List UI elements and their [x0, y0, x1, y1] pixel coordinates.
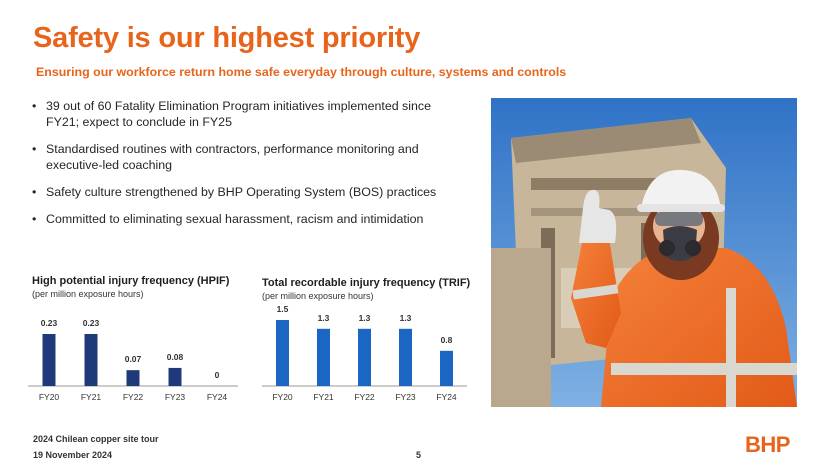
- bhp-logo: BHP: [745, 432, 790, 457]
- chart-category-label: FY24: [207, 392, 228, 402]
- chart-bar: [168, 367, 182, 386]
- chart-category-label: FY21: [313, 392, 334, 402]
- bullet-list: 39 out of 60 Fatality Elimination Progra…: [32, 98, 462, 238]
- page-number: 5: [416, 450, 422, 460]
- chart-value-label: 0.8: [441, 335, 453, 345]
- bullet-item: Committed to eliminating sexual harassme…: [32, 211, 462, 227]
- bullet-item: 39 out of 60 Fatality Elimination Progra…: [32, 98, 462, 130]
- chart-value-label: 0: [215, 370, 220, 380]
- chart-bar: [317, 328, 330, 386]
- chart-bar: [84, 334, 98, 386]
- chart-bar: [126, 370, 140, 386]
- page-subtitle: Ensuring our workforce return home safe …: [36, 65, 567, 79]
- footer-date: 19 November 2024: [33, 450, 113, 460]
- chart-value-label: 0.23: [41, 318, 58, 328]
- chart-category-label: FY22: [354, 392, 375, 402]
- chart-category-label: FY20: [272, 392, 293, 402]
- chart-category-label: FY22: [123, 392, 144, 402]
- chart-bar: [358, 328, 371, 386]
- chart-value-label: 0.08: [167, 352, 184, 362]
- chart-bar: [276, 320, 289, 386]
- hpif-chart-subtitle: (per million exposure hours): [32, 289, 144, 299]
- chart-category-label: FY20: [39, 392, 60, 402]
- chart-category-label: FY24: [436, 392, 457, 402]
- chart-bar: [440, 350, 453, 386]
- trif-chart-title: Total recordable injury frequency (TRIF): [262, 277, 471, 289]
- chart-bar: [42, 334, 56, 386]
- footer-event: 2024 Chilean copper site tour: [33, 434, 159, 444]
- worker-thumbs-up-photo: [491, 98, 797, 407]
- chart-bar: [399, 328, 412, 386]
- chart-value-label: 1.5: [277, 304, 289, 314]
- chart-value-label: 0.07: [125, 354, 142, 364]
- injury-frequency-charts: 0.23 FY20 0.23 FY21 0.07 FY22 0.08 FY23 0 FY24 1.5…: [28, 304, 467, 402]
- chart-category-label: FY23: [395, 392, 416, 402]
- chart-value-label: 1.3: [318, 313, 330, 323]
- bullet-item: Safety culture strengthened by BHP Opera…: [32, 184, 462, 200]
- chart-category-label: FY21: [81, 392, 102, 402]
- trif-chart-subtitle: (per million exposure hours): [262, 291, 374, 301]
- chart-value-label: 1.3: [359, 313, 371, 323]
- chart-category-label: FY23: [165, 392, 186, 402]
- hpif-chart-title: High potential injury frequency (HPIF): [32, 275, 230, 287]
- chart-value-label: 0.23: [83, 318, 100, 328]
- chart-value-label: 1.3: [400, 313, 412, 323]
- page-title: Safety is our highest priority: [33, 22, 421, 54]
- bullet-item: Standardised routines with contractors, …: [32, 141, 462, 173]
